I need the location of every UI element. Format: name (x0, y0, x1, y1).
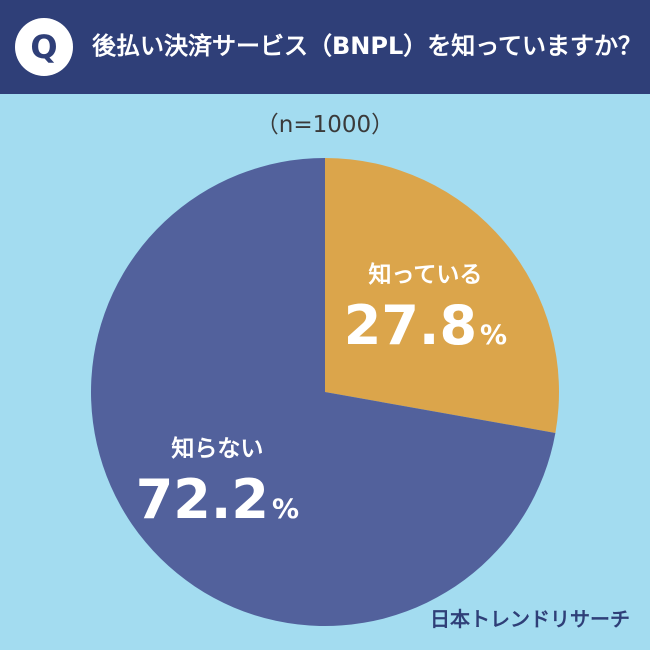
brand-logo-text: 日本トレンドリサーチ (430, 607, 630, 631)
pie-slices (91, 158, 559, 626)
pie-slice-2 (91, 158, 556, 626)
slice-value-2: 72.2% (136, 468, 299, 531)
slice-unit-1: % (480, 320, 507, 351)
slice-label-1: 知っている (369, 261, 483, 288)
slice-unit-2: % (272, 494, 299, 525)
slice-label-2: 知らない (171, 435, 263, 462)
sample-size-label: （n=1000） (255, 112, 395, 138)
pie-slice-1 (325, 158, 559, 433)
question-header: Q 後払い決済サービス（BNPL）を知っていますか？ (0, 0, 650, 94)
question-title: 後払い決済サービス（BNPL）を知っていますか？ (92, 32, 643, 60)
question-badge: Q (15, 18, 73, 76)
